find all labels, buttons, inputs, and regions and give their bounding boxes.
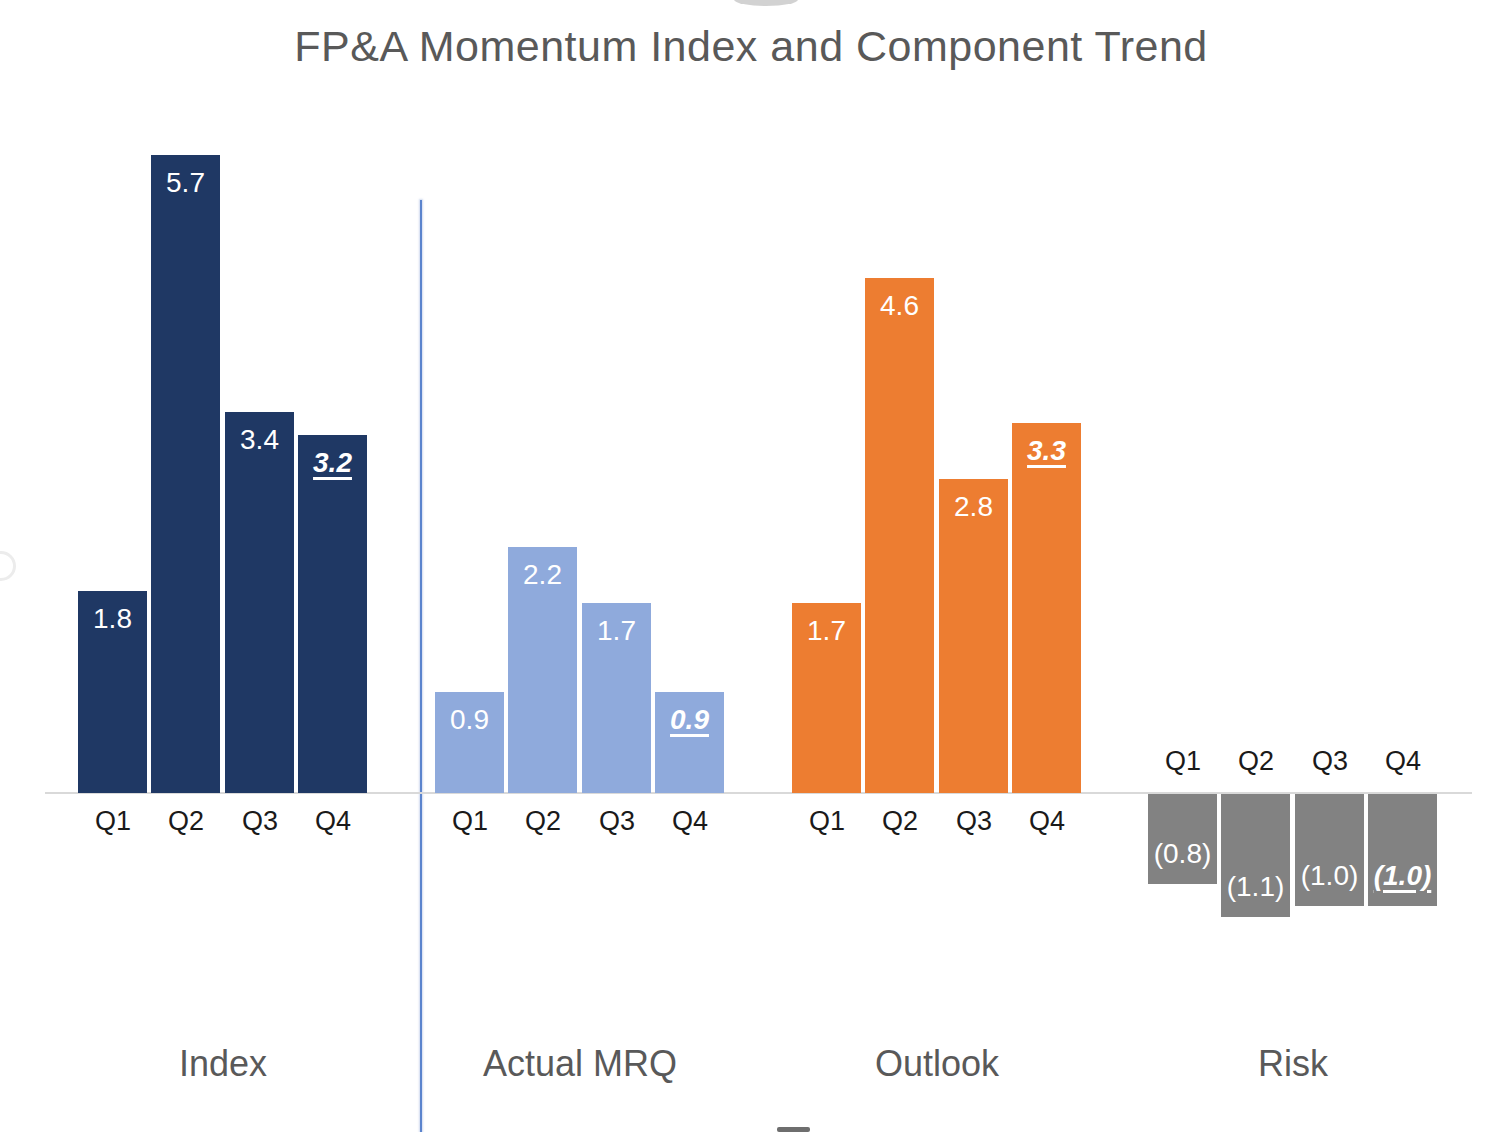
value-label-index-q2: 5.7 (151, 168, 220, 198)
bar-actual-mrq-q4: 0.9 (655, 692, 724, 793)
bar-actual-mrq-q3: 1.7 (582, 603, 651, 793)
bar-risk-q4: (1.0) (1368, 794, 1437, 906)
category-label-actual-mrq-q4: Q4 (640, 806, 740, 836)
bar-outlook-q4: 3.3 (1012, 423, 1081, 793)
bar-outlook-q1: 1.7 (792, 603, 861, 793)
bar-outlook-q3: 2.8 (939, 479, 1008, 793)
category-label-index-q4: Q4 (283, 806, 383, 836)
bar-risk-q1: (0.8) (1148, 794, 1217, 884)
category-label-risk-q4: Q4 (1353, 746, 1453, 776)
cropped-ui-artifact-bottom (777, 1127, 810, 1132)
bar-index-q3: 3.4 (225, 412, 294, 793)
value-label-index-q4: 3.2 (298, 448, 367, 478)
value-label-outlook-q2: 4.6 (865, 291, 934, 321)
value-label-risk-q3: (1.0) (1295, 861, 1364, 891)
bar-index-q4: 3.2 (298, 435, 367, 793)
bar-risk-q3: (1.0) (1295, 794, 1364, 906)
value-label-actual-mrq-q1: 0.9 (435, 705, 504, 735)
chart-canvas: FP&A Momentum Index and Component Trend … (0, 0, 1502, 1132)
value-label-actual-mrq-q2: 2.2 (508, 560, 577, 590)
bar-actual-mrq-q2: 2.2 (508, 547, 577, 793)
bar-index-q2: 5.7 (151, 155, 220, 793)
index-separator-line (420, 200, 422, 1132)
value-label-actual-mrq-q4: 0.9 (655, 705, 724, 735)
group-label-outlook: Outlook (787, 1044, 1087, 1084)
bar-risk-q2: (1.1) (1221, 794, 1290, 917)
cropped-ui-artifact-top (734, 0, 798, 6)
group-label-risk: Risk (1143, 1044, 1443, 1084)
value-label-risk-q2: (1.1) (1221, 872, 1290, 902)
group-label-index: Index (73, 1044, 373, 1084)
value-label-outlook-q4: 3.3 (1012, 436, 1081, 466)
bar-actual-mrq-q1: 0.9 (435, 692, 504, 793)
value-label-risk-q4: (1.0) (1368, 861, 1437, 891)
cropped-ui-artifact-left (0, 551, 16, 581)
value-label-outlook-q3: 2.8 (939, 492, 1008, 522)
bar-index-q1: 1.8 (78, 591, 147, 793)
value-label-outlook-q1: 1.7 (792, 616, 861, 646)
value-label-actual-mrq-q3: 1.7 (582, 616, 651, 646)
value-label-index-q1: 1.8 (78, 604, 147, 634)
chart-title: FP&A Momentum Index and Component Trend (0, 22, 1502, 71)
value-label-index-q3: 3.4 (225, 425, 294, 455)
bar-outlook-q2: 4.6 (865, 278, 934, 793)
value-label-risk-q1: (0.8) (1148, 839, 1217, 869)
group-label-actual-mrq: Actual MRQ (430, 1044, 730, 1084)
category-label-outlook-q4: Q4 (997, 806, 1097, 836)
